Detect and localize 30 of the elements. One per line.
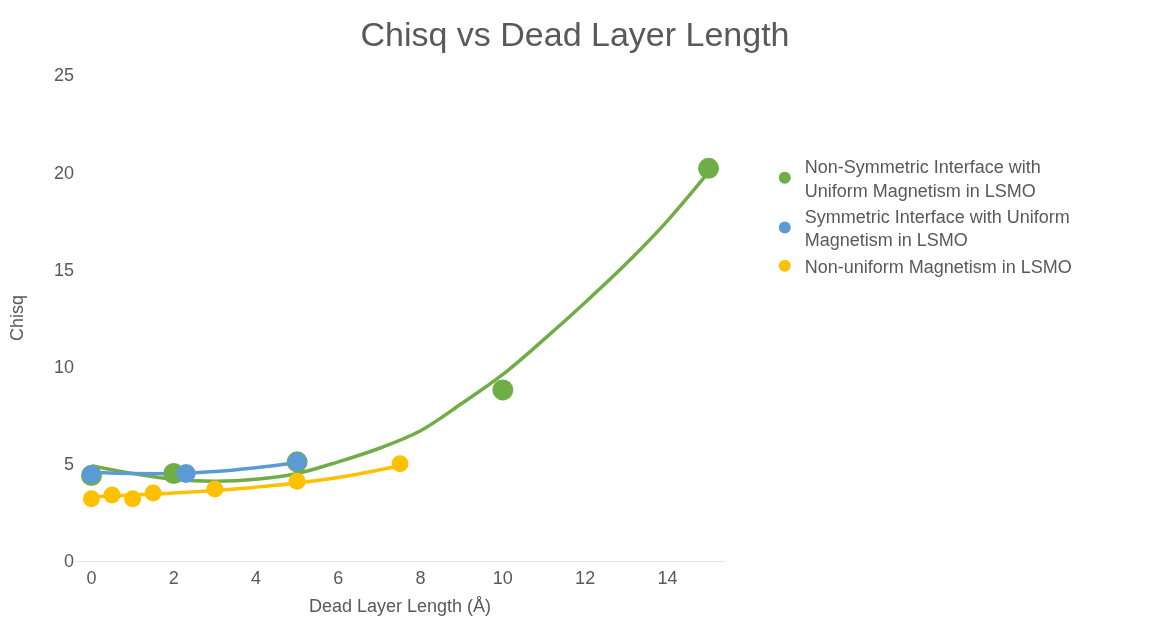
- y-axis-title: Chisq: [7, 294, 28, 342]
- legend-label: Symmetric Interface with Uniform Magnetism in LSMO: [804, 206, 1070, 251]
- y-tick-label: 0: [63, 551, 74, 572]
- x-tick-label: 2: [168, 567, 179, 588]
- point: [288, 472, 306, 490]
- x-tick-label: 6: [333, 567, 344, 588]
- point: [82, 490, 100, 508]
- x-tick-label: 0: [86, 567, 97, 588]
- point: [176, 464, 196, 484]
- x-tick-label: 10: [492, 567, 513, 588]
- y-tick-label: 5: [63, 454, 74, 475]
- legend-label: Non-uniform Magnetism in LSMO: [804, 256, 1072, 277]
- point: [103, 486, 121, 504]
- y-tick-label: 10: [53, 356, 74, 377]
- x-tick-label: 4: [251, 567, 262, 588]
- legend-label: Non-Symmetric Interface with Uniform Magnetism in LSMO: [804, 157, 1041, 201]
- point: [698, 157, 720, 179]
- y-tick-label: 25: [53, 65, 74, 86]
- y-tick-label: 20: [53, 162, 74, 183]
- x-tick-label: 8: [415, 567, 426, 588]
- point: [144, 484, 162, 502]
- chart-title: Chisq vs Dead Layer Length: [360, 14, 790, 53]
- point: [391, 455, 409, 473]
- point: [206, 480, 224, 498]
- x-axis-title: Dead Layer Length (Å): [308, 595, 492, 616]
- point: [492, 379, 514, 401]
- point: [124, 490, 142, 508]
- x-tick-label: 12: [575, 567, 596, 588]
- y-tick-label: 15: [53, 259, 74, 280]
- x-tick-label: 14: [657, 567, 678, 588]
